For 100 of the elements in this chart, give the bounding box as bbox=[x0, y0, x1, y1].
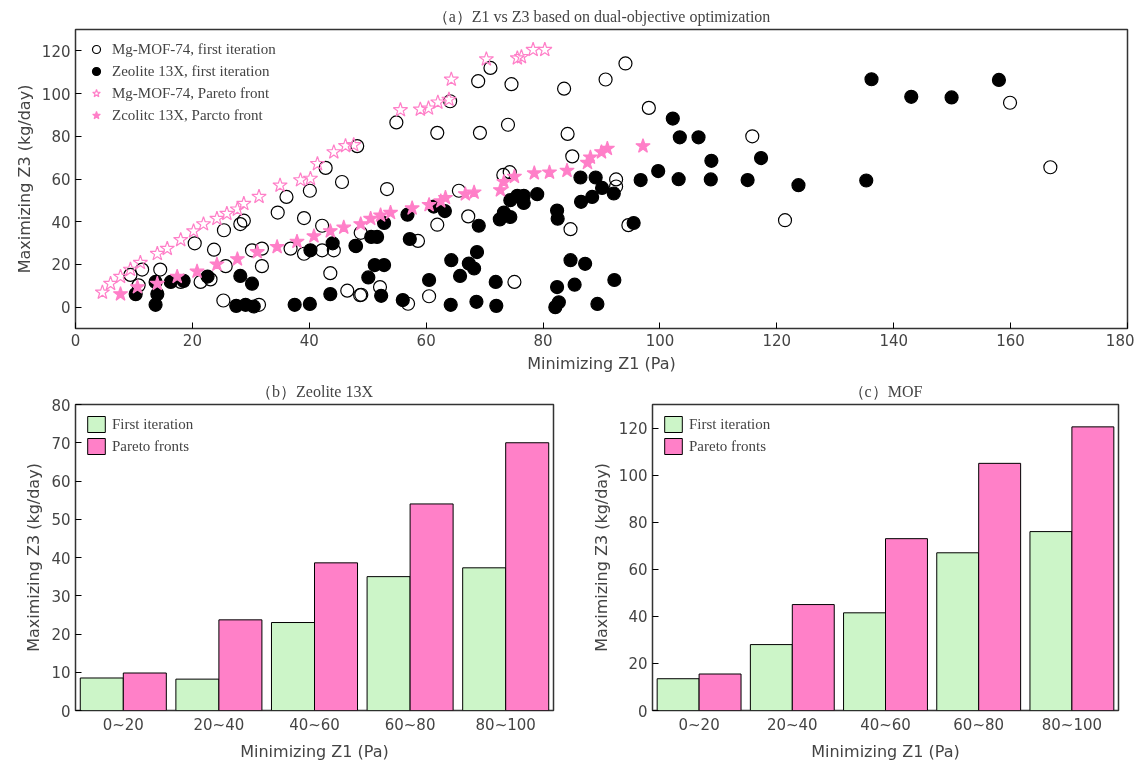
x-tick-label: 60~80 bbox=[953, 715, 1005, 734]
point bbox=[169, 268, 185, 284]
point bbox=[492, 182, 509, 197]
y-tick-label: 30 bbox=[51, 587, 71, 606]
point bbox=[229, 201, 246, 216]
point bbox=[537, 41, 553, 57]
x-tick-label: 100 bbox=[645, 331, 675, 350]
x-tick-label: 120 bbox=[762, 331, 792, 350]
point bbox=[149, 245, 166, 261]
point bbox=[372, 207, 389, 222]
chart-title: （a）Z1 vs Z3 based on dual-objective optimization bbox=[432, 7, 771, 26]
y-tick-label: 20 bbox=[628, 655, 648, 674]
point bbox=[269, 238, 285, 254]
point bbox=[195, 215, 212, 231]
point bbox=[541, 164, 558, 180]
x-tick-label: 0~20 bbox=[678, 715, 720, 734]
point bbox=[382, 204, 399, 220]
point bbox=[122, 261, 139, 277]
point bbox=[526, 165, 543, 180]
point bbox=[322, 223, 339, 238]
x-axis-title: Minimizing Z1 (Pa) bbox=[240, 741, 389, 761]
point bbox=[102, 275, 119, 291]
point bbox=[289, 233, 305, 249]
point bbox=[112, 268, 129, 284]
y-tick-label: 0 bbox=[60, 702, 71, 721]
x-tick-label: 80 bbox=[533, 331, 553, 350]
y-tick-label: 120 bbox=[618, 420, 648, 439]
point bbox=[525, 41, 541, 57]
x-tick-label: 40 bbox=[299, 331, 319, 350]
y-tick-label: 60 bbox=[628, 561, 648, 580]
legend-label: First iteration bbox=[689, 415, 771, 433]
point bbox=[559, 162, 575, 178]
legend-label: Pareto fronts bbox=[689, 437, 767, 455]
point bbox=[229, 250, 246, 266]
point bbox=[506, 168, 523, 184]
point bbox=[189, 263, 205, 279]
point bbox=[337, 137, 354, 153]
point bbox=[236, 195, 252, 211]
point bbox=[420, 100, 437, 115]
point bbox=[272, 177, 288, 193]
y-tick-label: 80 bbox=[51, 396, 71, 415]
x-tick-label: 20~40 bbox=[193, 715, 245, 734]
point bbox=[132, 254, 149, 270]
y-tick-label: 0 bbox=[637, 702, 648, 721]
x-tick-label: 0~20 bbox=[102, 715, 144, 734]
point bbox=[209, 256, 225, 272]
y-tick-label: 10 bbox=[51, 664, 71, 683]
y-tick-label: 40 bbox=[51, 213, 71, 232]
chart-title: （c）MOF bbox=[848, 382, 923, 400]
y-tick-label: 0 bbox=[60, 299, 71, 318]
point bbox=[412, 101, 429, 117]
x-tick-label: 40~60 bbox=[860, 715, 911, 734]
point bbox=[112, 286, 129, 301]
legend-label: Zeolite 13X, first iteration bbox=[112, 62, 270, 80]
x-axis-title: Minimizing Z1 (Pa) bbox=[811, 741, 960, 761]
point bbox=[172, 231, 189, 247]
point bbox=[430, 94, 446, 109]
point bbox=[249, 243, 265, 259]
point bbox=[421, 196, 437, 212]
legend-label: Zcolitc 13X, Parcto front bbox=[112, 106, 263, 124]
point bbox=[251, 188, 267, 204]
point bbox=[352, 215, 369, 231]
x-tick-label: 180 bbox=[1105, 331, 1134, 350]
x-tick-label: 160 bbox=[996, 331, 1025, 350]
point bbox=[219, 205, 235, 221]
legend-label: Pareto fronts bbox=[112, 437, 190, 455]
y-tick-label: 120 bbox=[41, 42, 71, 61]
point bbox=[443, 71, 460, 87]
y-tick-label: 40 bbox=[51, 549, 71, 568]
x-tick-label: 60 bbox=[416, 331, 436, 350]
x-axis-title: Minimizing Z1 (Pa) bbox=[527, 353, 676, 373]
point bbox=[94, 284, 111, 300]
x-tick-label: 20~40 bbox=[766, 715, 818, 734]
legend-label: Mg-MOF-74, first iteration bbox=[112, 40, 276, 58]
point bbox=[362, 210, 379, 226]
x-tick-label: 60~80 bbox=[384, 715, 436, 734]
point bbox=[345, 136, 362, 152]
point bbox=[466, 184, 482, 200]
x-tick-label: 80~100 bbox=[475, 715, 536, 734]
y-tick-label: 20 bbox=[51, 626, 71, 644]
y-axis-title: Maximizing Z3 (kg/day) bbox=[24, 463, 44, 652]
point bbox=[185, 223, 202, 238]
x-tick-label: 40~60 bbox=[289, 715, 340, 734]
y-axis-title: Maximizing Z3 (kg/day) bbox=[591, 463, 611, 652]
point bbox=[635, 138, 651, 153]
point bbox=[336, 219, 352, 235]
y-tick-label: 80 bbox=[628, 514, 648, 533]
point bbox=[392, 101, 409, 117]
x-tick-label: 140 bbox=[879, 331, 909, 350]
chart-title: （b）Zeolite 13X bbox=[256, 382, 374, 400]
y-tick-label: 100 bbox=[618, 467, 648, 486]
point bbox=[159, 240, 175, 256]
y-tick-label: 60 bbox=[51, 473, 71, 491]
legend-label: Mg-MOF-74, Pareto front bbox=[112, 84, 270, 102]
point bbox=[478, 51, 495, 66]
y-tick-label: 70 bbox=[51, 434, 71, 453]
legend-label: First iteration bbox=[112, 415, 194, 433]
y-tick-label: 50 bbox=[51, 511, 71, 530]
y-tick-label: 20 bbox=[51, 256, 71, 275]
point bbox=[513, 48, 530, 64]
